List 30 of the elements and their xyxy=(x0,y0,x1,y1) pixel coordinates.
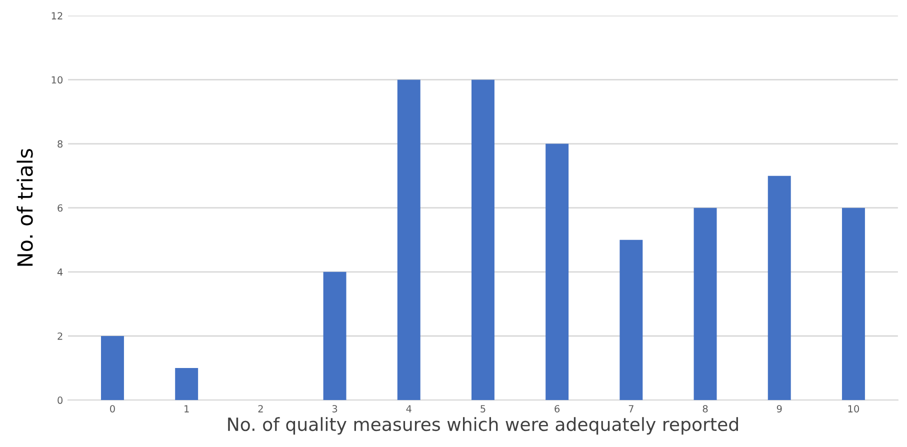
bar xyxy=(694,208,717,400)
x-tick-label: 9 xyxy=(776,405,782,412)
x-tick-label: 2 xyxy=(258,405,263,412)
y-tick-label: 12 xyxy=(52,12,62,20)
bar xyxy=(101,336,124,400)
y-tick-label: 0 xyxy=(58,396,63,404)
x-tick-label: 7 xyxy=(628,405,634,412)
bar xyxy=(768,176,791,400)
bar xyxy=(842,208,865,400)
x-tick-label: 10 xyxy=(848,405,860,412)
x-tick-label: 3 xyxy=(332,405,338,412)
y-tick-label: 10 xyxy=(52,76,63,84)
bar xyxy=(175,368,198,400)
bar xyxy=(546,144,569,400)
y-tick-label: 8 xyxy=(58,140,62,148)
bar xyxy=(620,240,643,400)
x-tick-label: 8 xyxy=(702,405,708,412)
y-tick-label: 6 xyxy=(58,204,63,212)
y-tick-label: 2 xyxy=(58,332,62,340)
x-tick-label: 0 xyxy=(110,405,115,412)
x-axis-title: No. of quality measures which were adequately reported xyxy=(228,417,738,435)
x-tick-label: 1 xyxy=(184,405,189,412)
y-tick-label: 4 xyxy=(57,268,63,276)
bar xyxy=(397,80,420,400)
x-tick-label: 5 xyxy=(480,405,486,412)
bar xyxy=(471,80,494,400)
x-tick-label: 4 xyxy=(406,405,412,412)
bar xyxy=(323,272,346,400)
y-axis-title: No. of trials xyxy=(16,148,33,266)
x-tick-label: 6 xyxy=(554,405,560,412)
